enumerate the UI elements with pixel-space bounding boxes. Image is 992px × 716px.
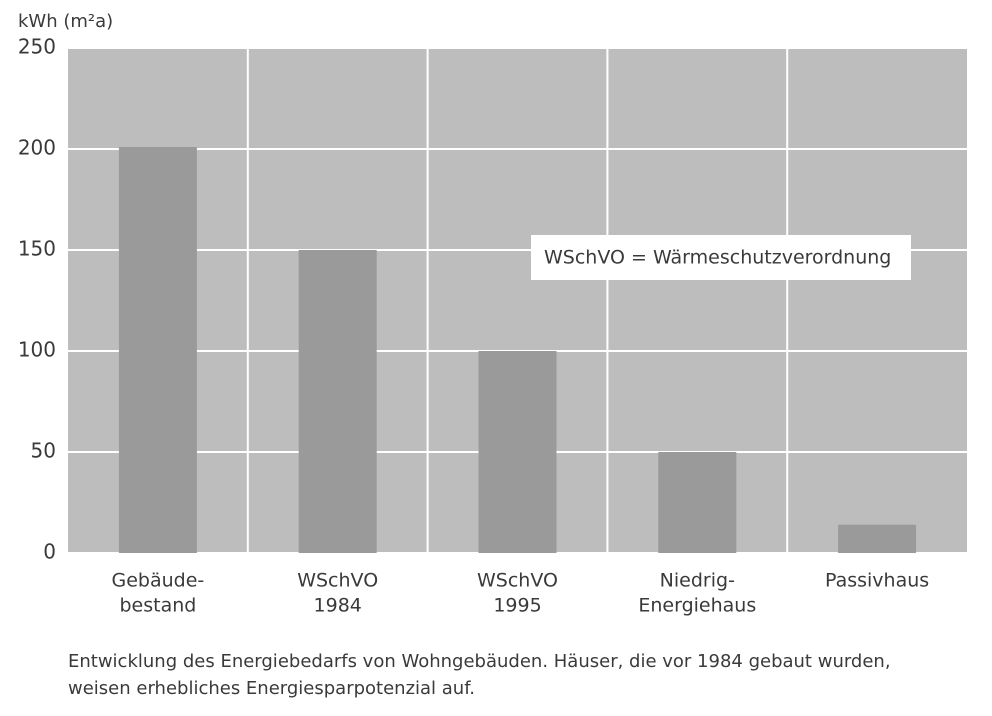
y-tick-label: 100 [18, 338, 56, 362]
bar [838, 524, 917, 553]
bar [298, 250, 377, 553]
x-tick-label: WSchVO [297, 570, 378, 592]
caption: Entwicklung des Energiebedarfs von Wohng… [68, 651, 891, 672]
x-tick-label: 1984 [314, 595, 362, 617]
bar [658, 452, 737, 553]
x-tick-label: 1995 [493, 595, 541, 617]
x-tick-label: Gebäude- [112, 570, 205, 592]
bar [478, 351, 557, 553]
y-tick-label: 150 [18, 237, 56, 261]
x-tick-label: bestand [119, 595, 196, 617]
caption: weisen erhebliches Energiesparpotenzial … [68, 678, 475, 699]
y-axis-label: kWh (m²a) [18, 11, 113, 32]
x-tick-label: WSchVO [477, 570, 558, 592]
y-tick-label: 200 [18, 136, 56, 160]
annotation-box [531, 235, 911, 280]
bar [118, 146, 197, 554]
y-tick-label: 250 [18, 35, 56, 59]
x-tick-label: Energiehaus [638, 595, 756, 617]
annotation: WSchVO = Wärmeschutzverordnung [544, 247, 891, 269]
x-tick-label: Passivhaus [825, 570, 929, 592]
y-tick-label: 50 [31, 439, 56, 463]
x-tick-label: Niedrig- [660, 570, 735, 592]
y-tick-label: 0 [43, 540, 56, 564]
